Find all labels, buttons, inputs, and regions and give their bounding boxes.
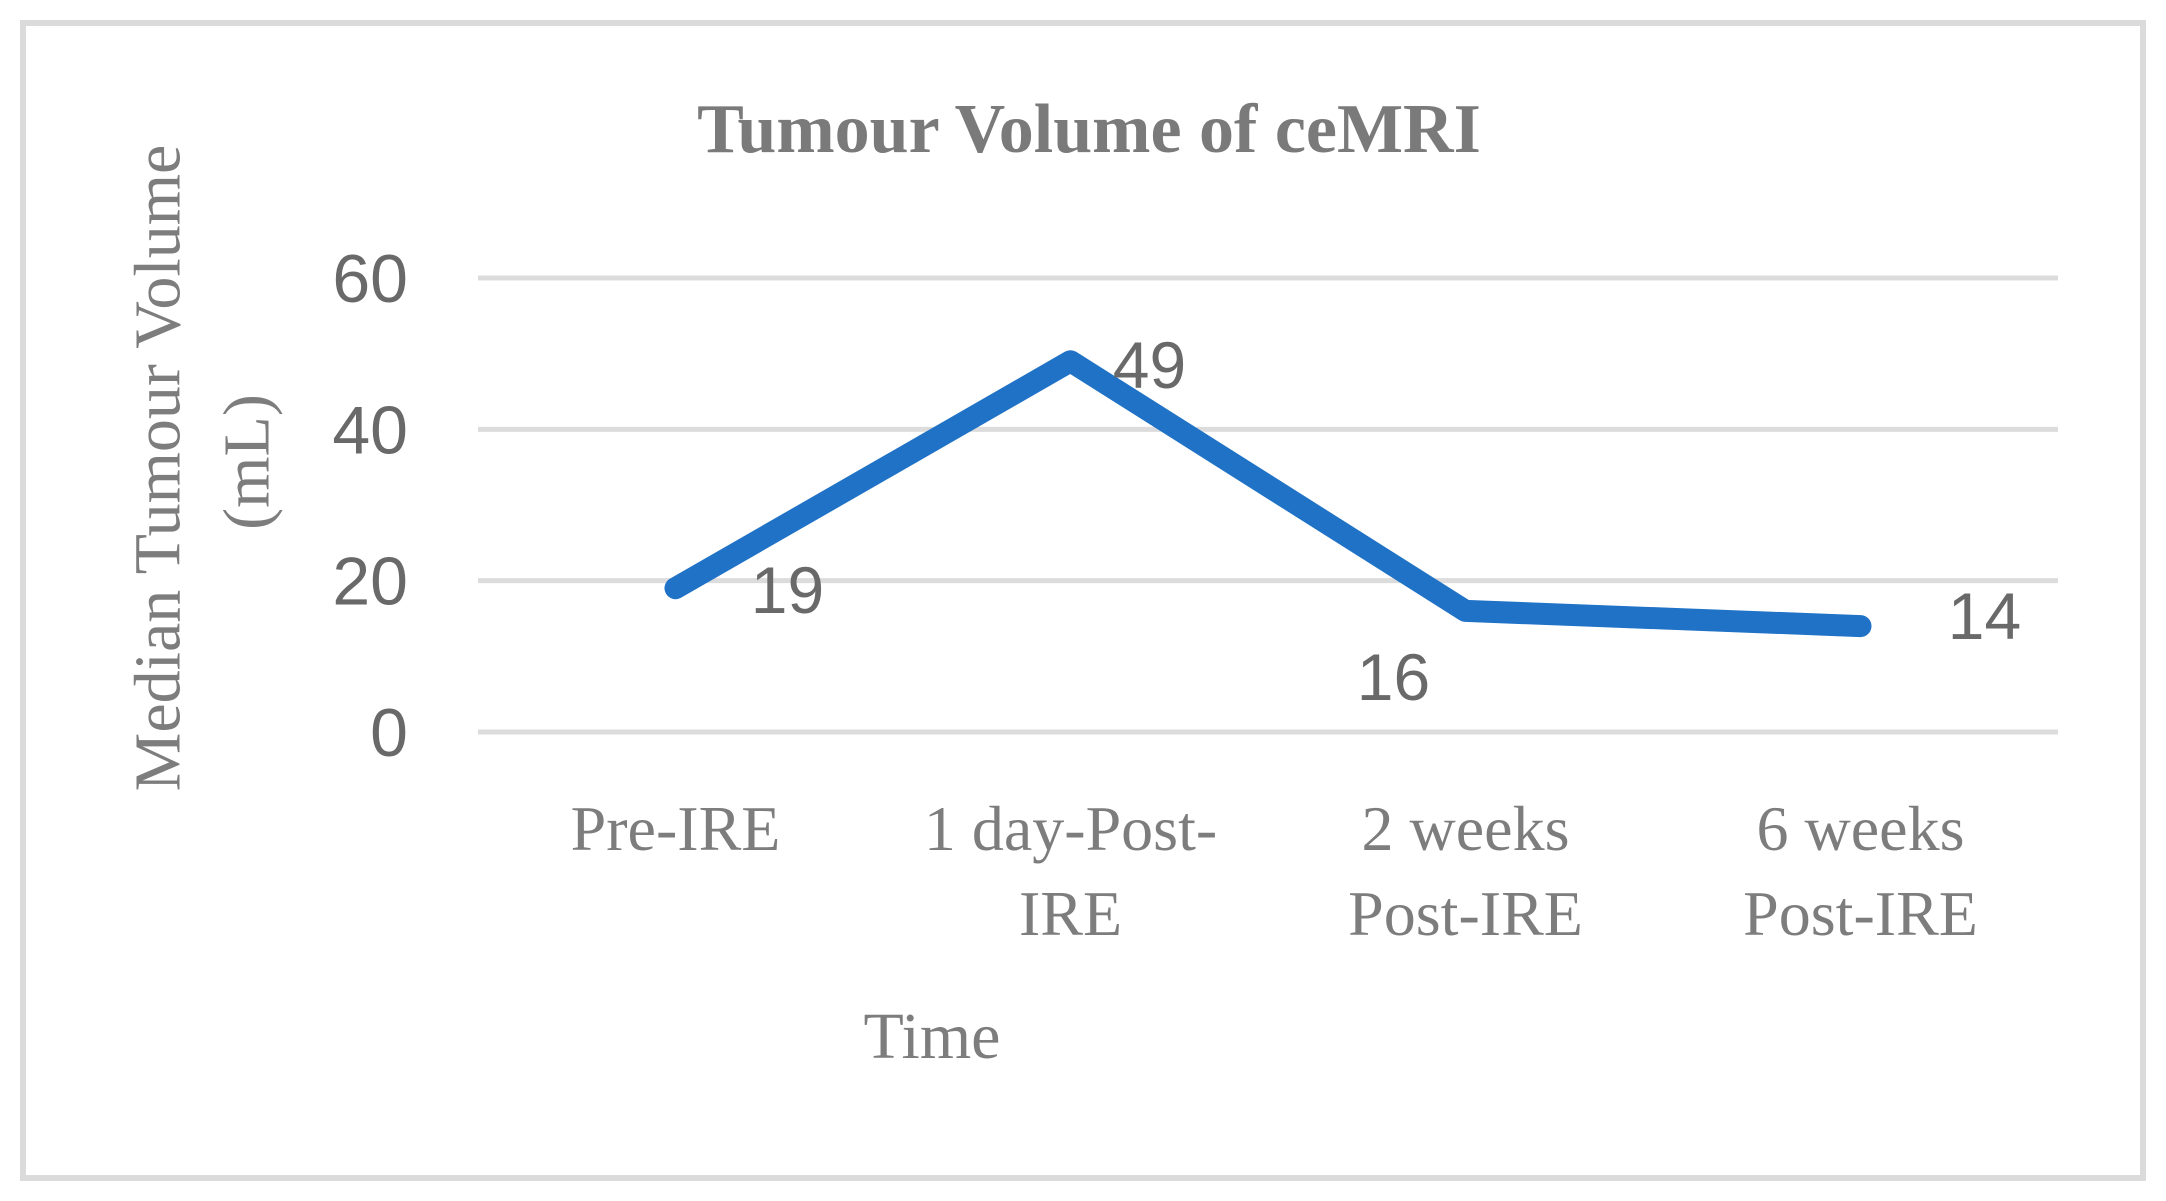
tumour-volume-line (664, 350, 1872, 638)
y-axis-title-line1: Median Tumour Volume (122, 145, 195, 792)
gridlines (478, 275, 2058, 735)
y-axis-tick-labels: 0 20 40 60 (332, 241, 408, 771)
x-axis-title: Time (864, 1000, 1001, 1073)
y-tick-label-40: 40 (332, 392, 408, 468)
y-tick-label-0: 0 (370, 695, 408, 771)
x-category-label: 1 day-Post- (924, 793, 1217, 864)
y-tick-label-20: 20 (332, 544, 408, 620)
data-label-19: 19 (751, 553, 824, 627)
data-label-49: 49 (1113, 328, 1186, 402)
x-category-label: Pre-IRE (571, 793, 781, 864)
x-category-label: 6 weeks (1757, 793, 1965, 864)
chart-title: Tumour Volume of ceMRI (697, 91, 1481, 168)
data-labels: 19 49 16 14 (751, 328, 2021, 714)
x-category-label: Post-IRE (1348, 878, 1583, 949)
figure-border (20, 20, 2146, 1181)
y-tick-label-60: 60 (332, 241, 408, 317)
x-axis-category-labels: Pre-IRE 1 day-Post- IRE 2 weeks Post-IRE 6 we… (571, 793, 1978, 949)
x-category-label: 2 weeks (1362, 793, 1570, 864)
series (664, 350, 1872, 638)
y-axis-title-line2: (mL) (211, 394, 284, 530)
data-label-14: 14 (1948, 579, 2021, 653)
data-label-16: 16 (1357, 640, 1430, 714)
x-category-label: IRE (1019, 878, 1122, 949)
x-category-label: Post-IRE (1743, 878, 1978, 949)
